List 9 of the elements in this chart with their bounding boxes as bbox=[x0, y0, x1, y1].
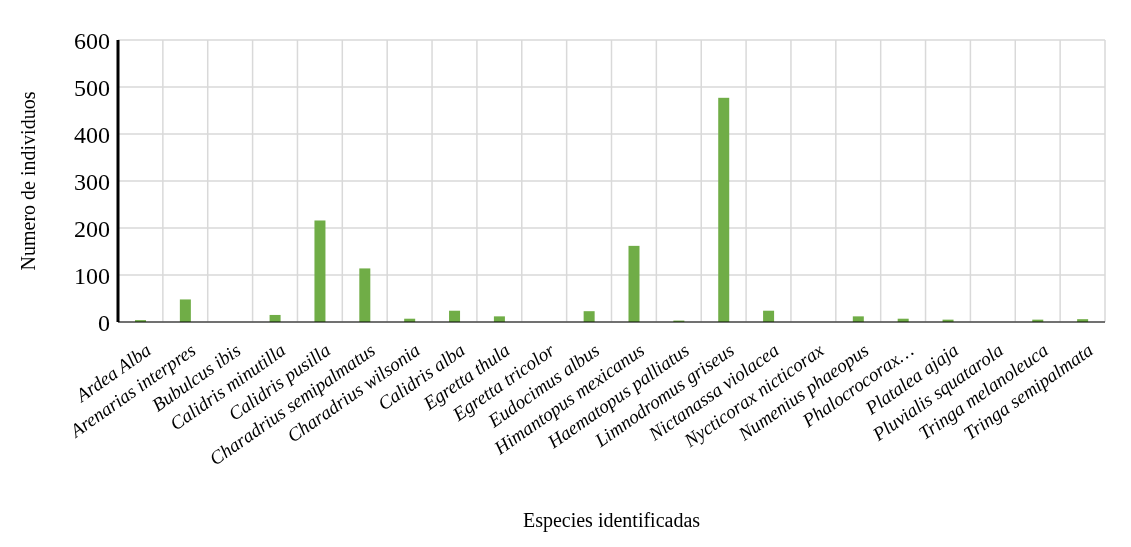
y-tick-label: 600 bbox=[74, 27, 110, 54]
y-tick-label: 0 bbox=[98, 309, 110, 336]
y-tick-label: 500 bbox=[74, 74, 110, 101]
y-tick-label: 300 bbox=[74, 168, 110, 195]
y-axis-title: Numero de individuos bbox=[17, 91, 40, 271]
y-tick-label: 400 bbox=[74, 121, 110, 148]
y-tick-label: 200 bbox=[74, 215, 110, 242]
x-axis-title: Especies identificadas bbox=[522, 509, 701, 532]
y-tick-label: 100 bbox=[74, 262, 110, 289]
